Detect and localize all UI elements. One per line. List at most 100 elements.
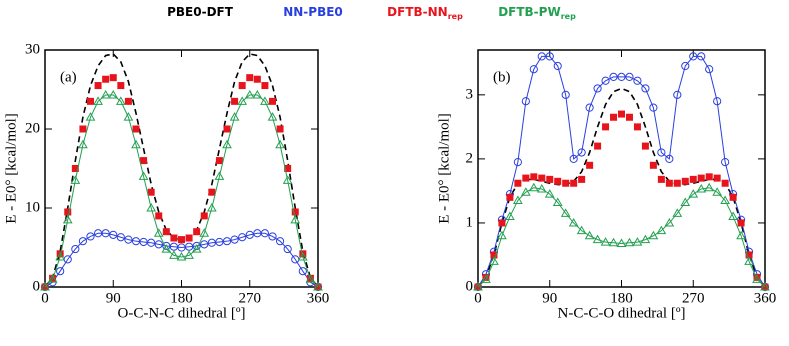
marker xyxy=(124,235,133,244)
y-tick-label: 30 xyxy=(25,41,40,57)
marker xyxy=(214,171,225,180)
marker xyxy=(641,142,649,150)
marker xyxy=(512,195,523,205)
marker xyxy=(625,113,633,121)
legend-subscript: rep xyxy=(448,12,463,21)
marker xyxy=(640,234,651,244)
marker xyxy=(284,165,292,172)
y-tick-label: 3 xyxy=(466,86,474,102)
y-tick-label: 1 xyxy=(466,214,474,230)
marker xyxy=(721,179,729,187)
marker xyxy=(268,232,277,241)
marker xyxy=(737,219,745,227)
marker xyxy=(229,112,240,121)
marker xyxy=(562,179,570,187)
marker xyxy=(610,113,618,121)
y-tick-label: 20 xyxy=(25,120,40,136)
marker xyxy=(71,244,80,254)
marker xyxy=(705,65,714,74)
marker xyxy=(291,208,299,216)
marker xyxy=(536,183,547,193)
x-tick-label: 270 xyxy=(239,290,262,306)
marker xyxy=(720,195,731,205)
marker xyxy=(94,82,102,90)
marker xyxy=(176,251,187,261)
marker xyxy=(215,157,223,165)
marker xyxy=(199,228,210,237)
marker xyxy=(745,251,753,259)
marker xyxy=(147,238,156,247)
marker xyxy=(55,251,66,261)
marker xyxy=(269,97,276,105)
marker xyxy=(222,237,232,246)
marker xyxy=(616,238,627,247)
marker xyxy=(283,244,292,254)
marker xyxy=(109,74,117,82)
marker xyxy=(728,211,738,221)
marker xyxy=(713,174,721,182)
legend-subscript: rep xyxy=(561,12,576,21)
marker xyxy=(169,250,179,259)
marker xyxy=(744,256,754,265)
legend-label: DFTB-PWrep xyxy=(498,5,576,21)
marker xyxy=(688,189,699,198)
marker xyxy=(552,197,563,206)
y-tick-label: 0 xyxy=(466,278,474,294)
marker xyxy=(275,139,285,149)
marker xyxy=(276,125,284,133)
x-axis-label: N-C-C-O dihedral [º] xyxy=(558,305,686,321)
marker xyxy=(546,175,554,183)
marker xyxy=(705,173,713,181)
marker xyxy=(608,237,619,247)
marker xyxy=(161,244,172,253)
marker xyxy=(665,154,674,163)
marker xyxy=(586,161,594,169)
marker xyxy=(275,237,285,246)
marker xyxy=(290,214,301,224)
marker xyxy=(313,281,323,291)
marker xyxy=(505,211,515,221)
marker xyxy=(231,97,239,105)
marker xyxy=(71,165,79,172)
marker xyxy=(554,177,562,185)
y-axis-label: E - E0° [kcal/mol] xyxy=(3,113,19,224)
marker xyxy=(222,139,232,149)
marker xyxy=(260,229,270,238)
marker xyxy=(618,110,625,118)
series-line xyxy=(477,55,766,288)
marker xyxy=(124,97,132,105)
marker xyxy=(481,274,491,283)
marker xyxy=(185,234,193,242)
marker xyxy=(560,208,571,217)
marker xyxy=(132,125,140,133)
marker xyxy=(178,236,185,244)
marker xyxy=(665,179,673,187)
marker xyxy=(657,175,665,183)
marker xyxy=(238,233,247,242)
marker xyxy=(170,234,178,242)
marker xyxy=(138,171,149,180)
marker xyxy=(753,273,761,281)
marker xyxy=(146,202,157,212)
marker xyxy=(529,65,538,74)
marker xyxy=(569,154,578,163)
marker xyxy=(140,157,148,165)
marker xyxy=(123,112,134,121)
marker xyxy=(648,230,659,240)
panel-label: (b) xyxy=(493,69,511,85)
marker xyxy=(506,193,514,201)
x-tick-label: 90 xyxy=(106,290,121,306)
marker xyxy=(625,72,634,82)
series-line xyxy=(44,94,319,288)
legend-name: PBE0-DFT xyxy=(167,5,234,19)
marker xyxy=(100,90,111,99)
marker xyxy=(490,251,498,259)
marker xyxy=(245,230,254,239)
marker xyxy=(56,267,65,276)
marker xyxy=(78,139,88,149)
marker xyxy=(681,61,690,71)
marker xyxy=(70,175,81,184)
marker xyxy=(191,244,202,253)
x-tick-label: 360 xyxy=(307,290,330,306)
marker xyxy=(680,197,691,206)
